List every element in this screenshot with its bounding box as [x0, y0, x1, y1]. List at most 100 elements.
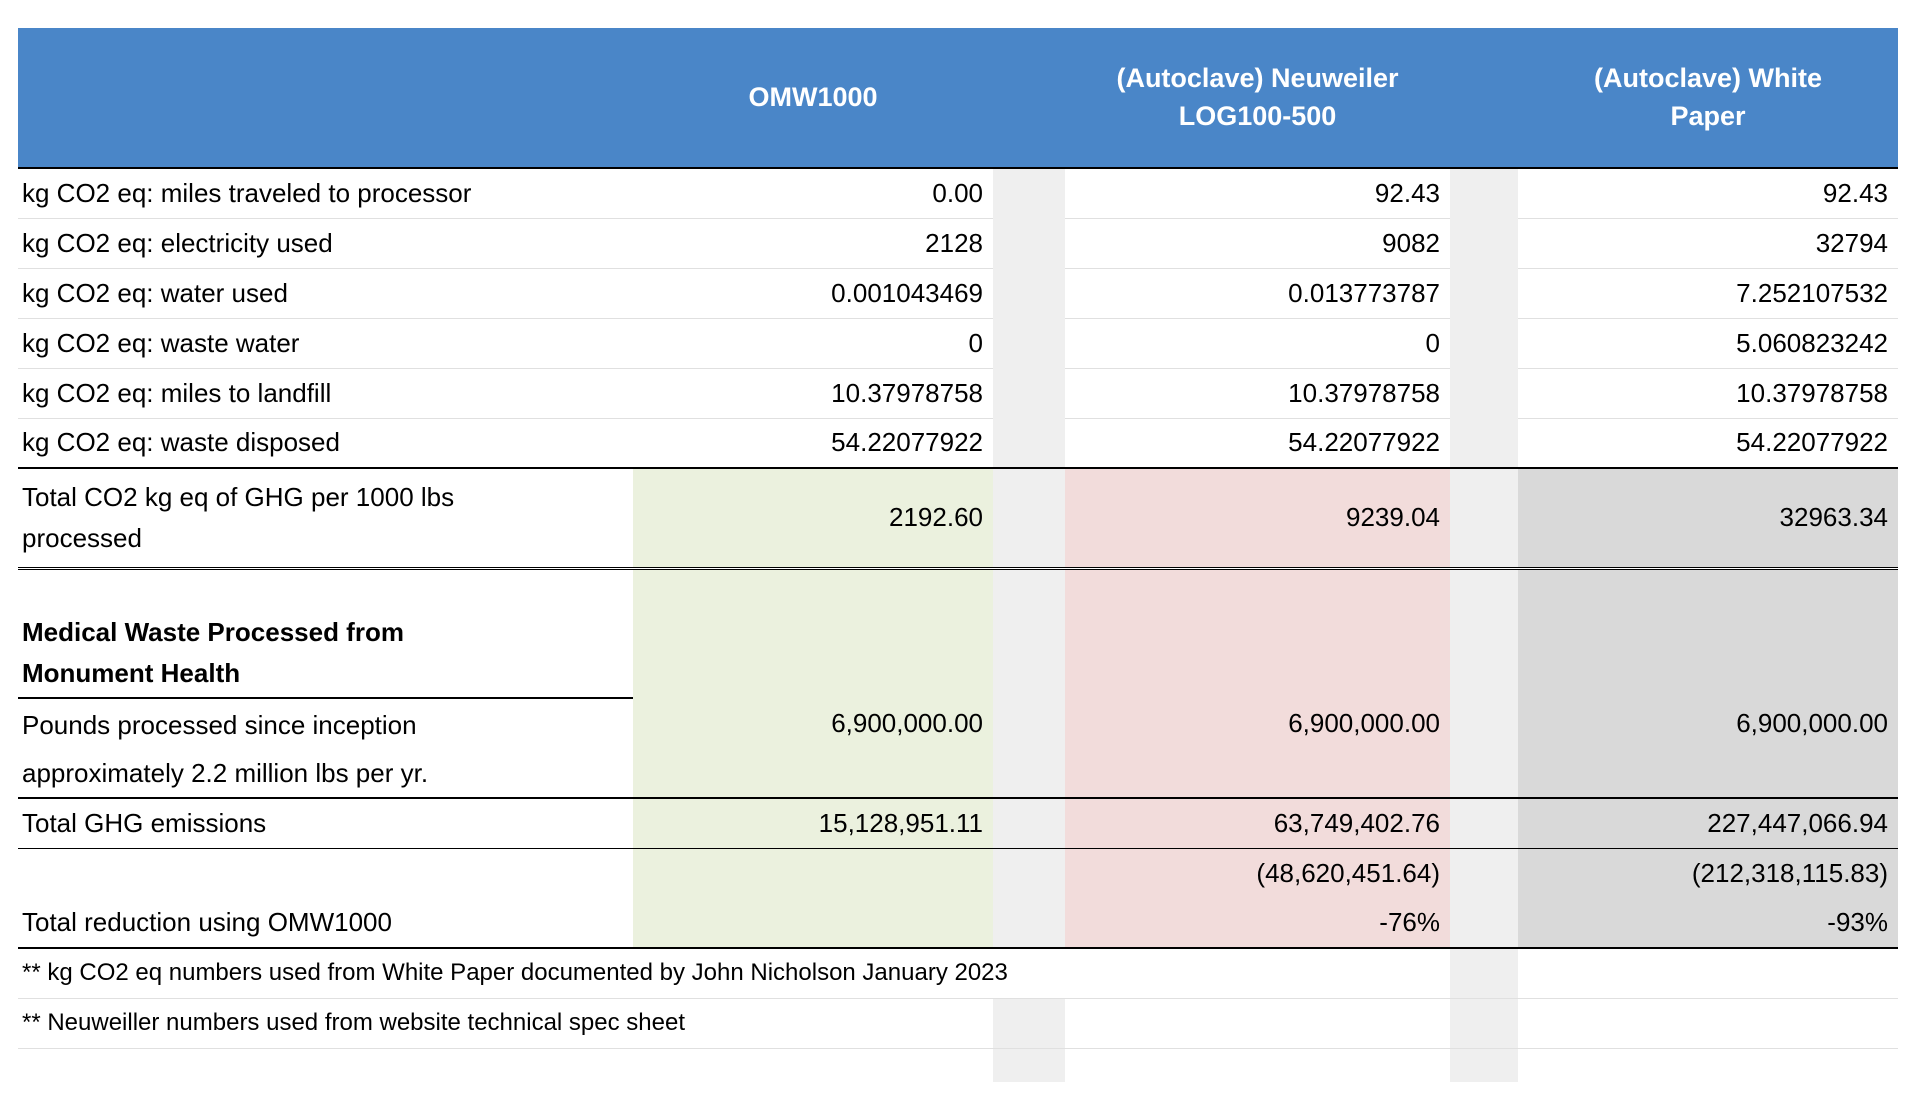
row-label: kg CO2 eq: electricity used [18, 218, 633, 269]
gutter [993, 168, 1065, 218]
whitepaper-value: 10.37978758 [1518, 368, 1898, 419]
column-header-whitepaper: (Autoclave) White Paper [1518, 28, 1898, 169]
section-heading: Medical Waste Processed from Monument He… [22, 617, 404, 688]
row-total-ghg-emissions: Total GHG emissions 15,128,951.11 63,749… [18, 798, 1898, 849]
row-label: kg CO2 eq: waste water [18, 318, 633, 369]
row-miles-to-landfill: kg CO2 eq: miles to landfill 10.37978758… [18, 368, 1898, 419]
gutter [1450, 948, 1518, 999]
whitepaper-value: 7.252107532 [1518, 268, 1898, 319]
row-water-used: kg CO2 eq: water used 0.001043469 0.0137… [18, 268, 1898, 319]
gutter [993, 898, 1065, 949]
gutter [1450, 1048, 1518, 1082]
omw1000-value: 2128 [633, 218, 993, 269]
neuweiler-reduction: -76% [1065, 898, 1450, 949]
gutter [1450, 798, 1518, 849]
row-total-reduction: Total reduction using OMW1000 -76% -93% [18, 898, 1898, 949]
gutter [1450, 898, 1518, 949]
pounds-label-line1: Pounds processed since inception [22, 710, 417, 740]
neuweiler-difference: (48,620,451.64) [1065, 848, 1450, 898]
whitepaper-pounds: 6,900,000.00 [1518, 698, 1898, 799]
pounds-label-line2: approximately 2.2 million lbs per yr. [22, 757, 429, 788]
header-gutter [993, 28, 1065, 169]
neuweiler-value: 92.43 [1065, 168, 1450, 219]
ghg-comparison-table: OMW1000 (Autoclave) Neuweiler LOG100-500… [18, 28, 1898, 1082]
spacer-row [18, 568, 1898, 590]
gutter [993, 218, 1065, 268]
row-ghg-difference: (48,620,451.64) (212,318,115.83) [18, 848, 1898, 898]
whitepaper-reduction: -93% [1518, 898, 1898, 949]
row-label: Pounds processed since inception approxi… [18, 698, 633, 799]
row-waste-water: kg CO2 eq: waste water 0 0 5.060823242 [18, 318, 1898, 369]
gutter [1450, 848, 1518, 898]
header-row: OMW1000 (Autoclave) Neuweiler LOG100-500… [18, 28, 1898, 169]
gutter [993, 848, 1065, 898]
row-label: kg CO2 eq: miles traveled to processor [18, 168, 633, 219]
whitepaper-value: 5.060823242 [1518, 318, 1898, 369]
header-gutter [1450, 28, 1518, 169]
gutter [993, 1048, 1065, 1082]
neuweiler-value: 9082 [1065, 218, 1450, 269]
neuweiler-value: 10.37978758 [1065, 368, 1450, 419]
gutter [1450, 590, 1518, 698]
column-header-omw1000: OMW1000 [633, 28, 993, 169]
row-waste-disposed: kg CO2 eq: waste disposed 54.22077922 54… [18, 418, 1898, 469]
gutter [993, 798, 1065, 849]
neuweiler-value: 0 [1065, 318, 1450, 369]
whitepaper-value: 32794 [1518, 218, 1898, 269]
neuweiler-ghg: 63,749,402.76 [1065, 798, 1450, 849]
gutter [1450, 218, 1518, 268]
omw1000-value: 54.22077922 [633, 418, 993, 469]
gutter [993, 268, 1065, 318]
neuweiler-value: 0.013773787 [1065, 268, 1450, 319]
whitepaper-difference: (212,318,115.83) [1518, 848, 1898, 898]
gutter [1450, 368, 1518, 418]
row-label: Total CO2 kg eq of GHG per 1000 lbs proc… [18, 467, 633, 570]
gutter [1450, 418, 1518, 468]
gutter [993, 418, 1065, 468]
gutter [1450, 467, 1518, 570]
row-pounds-processed: Pounds processed since inception approxi… [18, 698, 1898, 799]
gutter [1450, 698, 1518, 799]
gutter [993, 568, 1065, 590]
column-header-neuweiler: (Autoclave) Neuweiler LOG100-500 [1065, 28, 1450, 169]
gutter [1450, 998, 1518, 1049]
whitepaper-value: 92.43 [1518, 168, 1898, 219]
row-miles-to-processor: kg CO2 eq: miles traveled to processor 0… [18, 168, 1898, 219]
omw1000-value: 0 [633, 318, 993, 369]
omw1000-ghg: 15,128,951.11 [633, 798, 993, 849]
gutter [993, 467, 1065, 570]
neuweiler-total: 9239.04 [1065, 467, 1450, 570]
section-heading-row: Medical Waste Processed from Monument He… [18, 590, 1898, 699]
gutter [1450, 168, 1518, 218]
section-heading-cell: Medical Waste Processed from Monument He… [18, 590, 633, 699]
neuweiler-value: 54.22077922 [1065, 418, 1450, 469]
header-empty-cell [18, 28, 633, 169]
whitepaper-total: 32963.34 [1518, 467, 1898, 570]
gutter [993, 368, 1065, 418]
row-label: Total GHG emissions [18, 798, 633, 849]
omw1000-value: 0.00 [633, 168, 993, 219]
omw1000-value: 10.37978758 [633, 368, 993, 419]
column-header-whitepaper-label: (Autoclave) White Paper [1593, 62, 1822, 131]
gutter [993, 318, 1065, 368]
row-electricity-used: kg CO2 eq: electricity used 2128 9082 32… [18, 218, 1898, 269]
row-label: kg CO2 eq: miles to landfill [18, 368, 633, 419]
row-total-co2-per-1000lbs: Total CO2 kg eq of GHG per 1000 lbs proc… [18, 467, 1898, 570]
row-label: Total reduction using OMW1000 [18, 898, 633, 949]
bottom-strip-row [18, 1048, 1898, 1082]
gutter [993, 998, 1065, 1049]
row-label: kg CO2 eq: waste disposed [18, 418, 633, 469]
gutter [1450, 268, 1518, 318]
footnote-2: ** Neuweiller numbers used from website … [18, 998, 993, 1049]
footnote-1-row: ** kg CO2 eq numbers used from White Pap… [18, 948, 1898, 999]
row-label: kg CO2 eq: water used [18, 268, 633, 319]
omw1000-total: 2192.60 [633, 467, 993, 570]
neuweiler-pounds: 6,900,000.00 [1065, 698, 1450, 799]
gutter [993, 698, 1065, 799]
gutter [993, 590, 1065, 698]
omw1000-pounds: 6,900,000.00 [633, 698, 993, 799]
omw1000-value: 0.001043469 [633, 268, 993, 319]
gutter [1450, 318, 1518, 368]
total-label: Total CO2 kg eq of GHG per 1000 lbs proc… [22, 482, 455, 553]
